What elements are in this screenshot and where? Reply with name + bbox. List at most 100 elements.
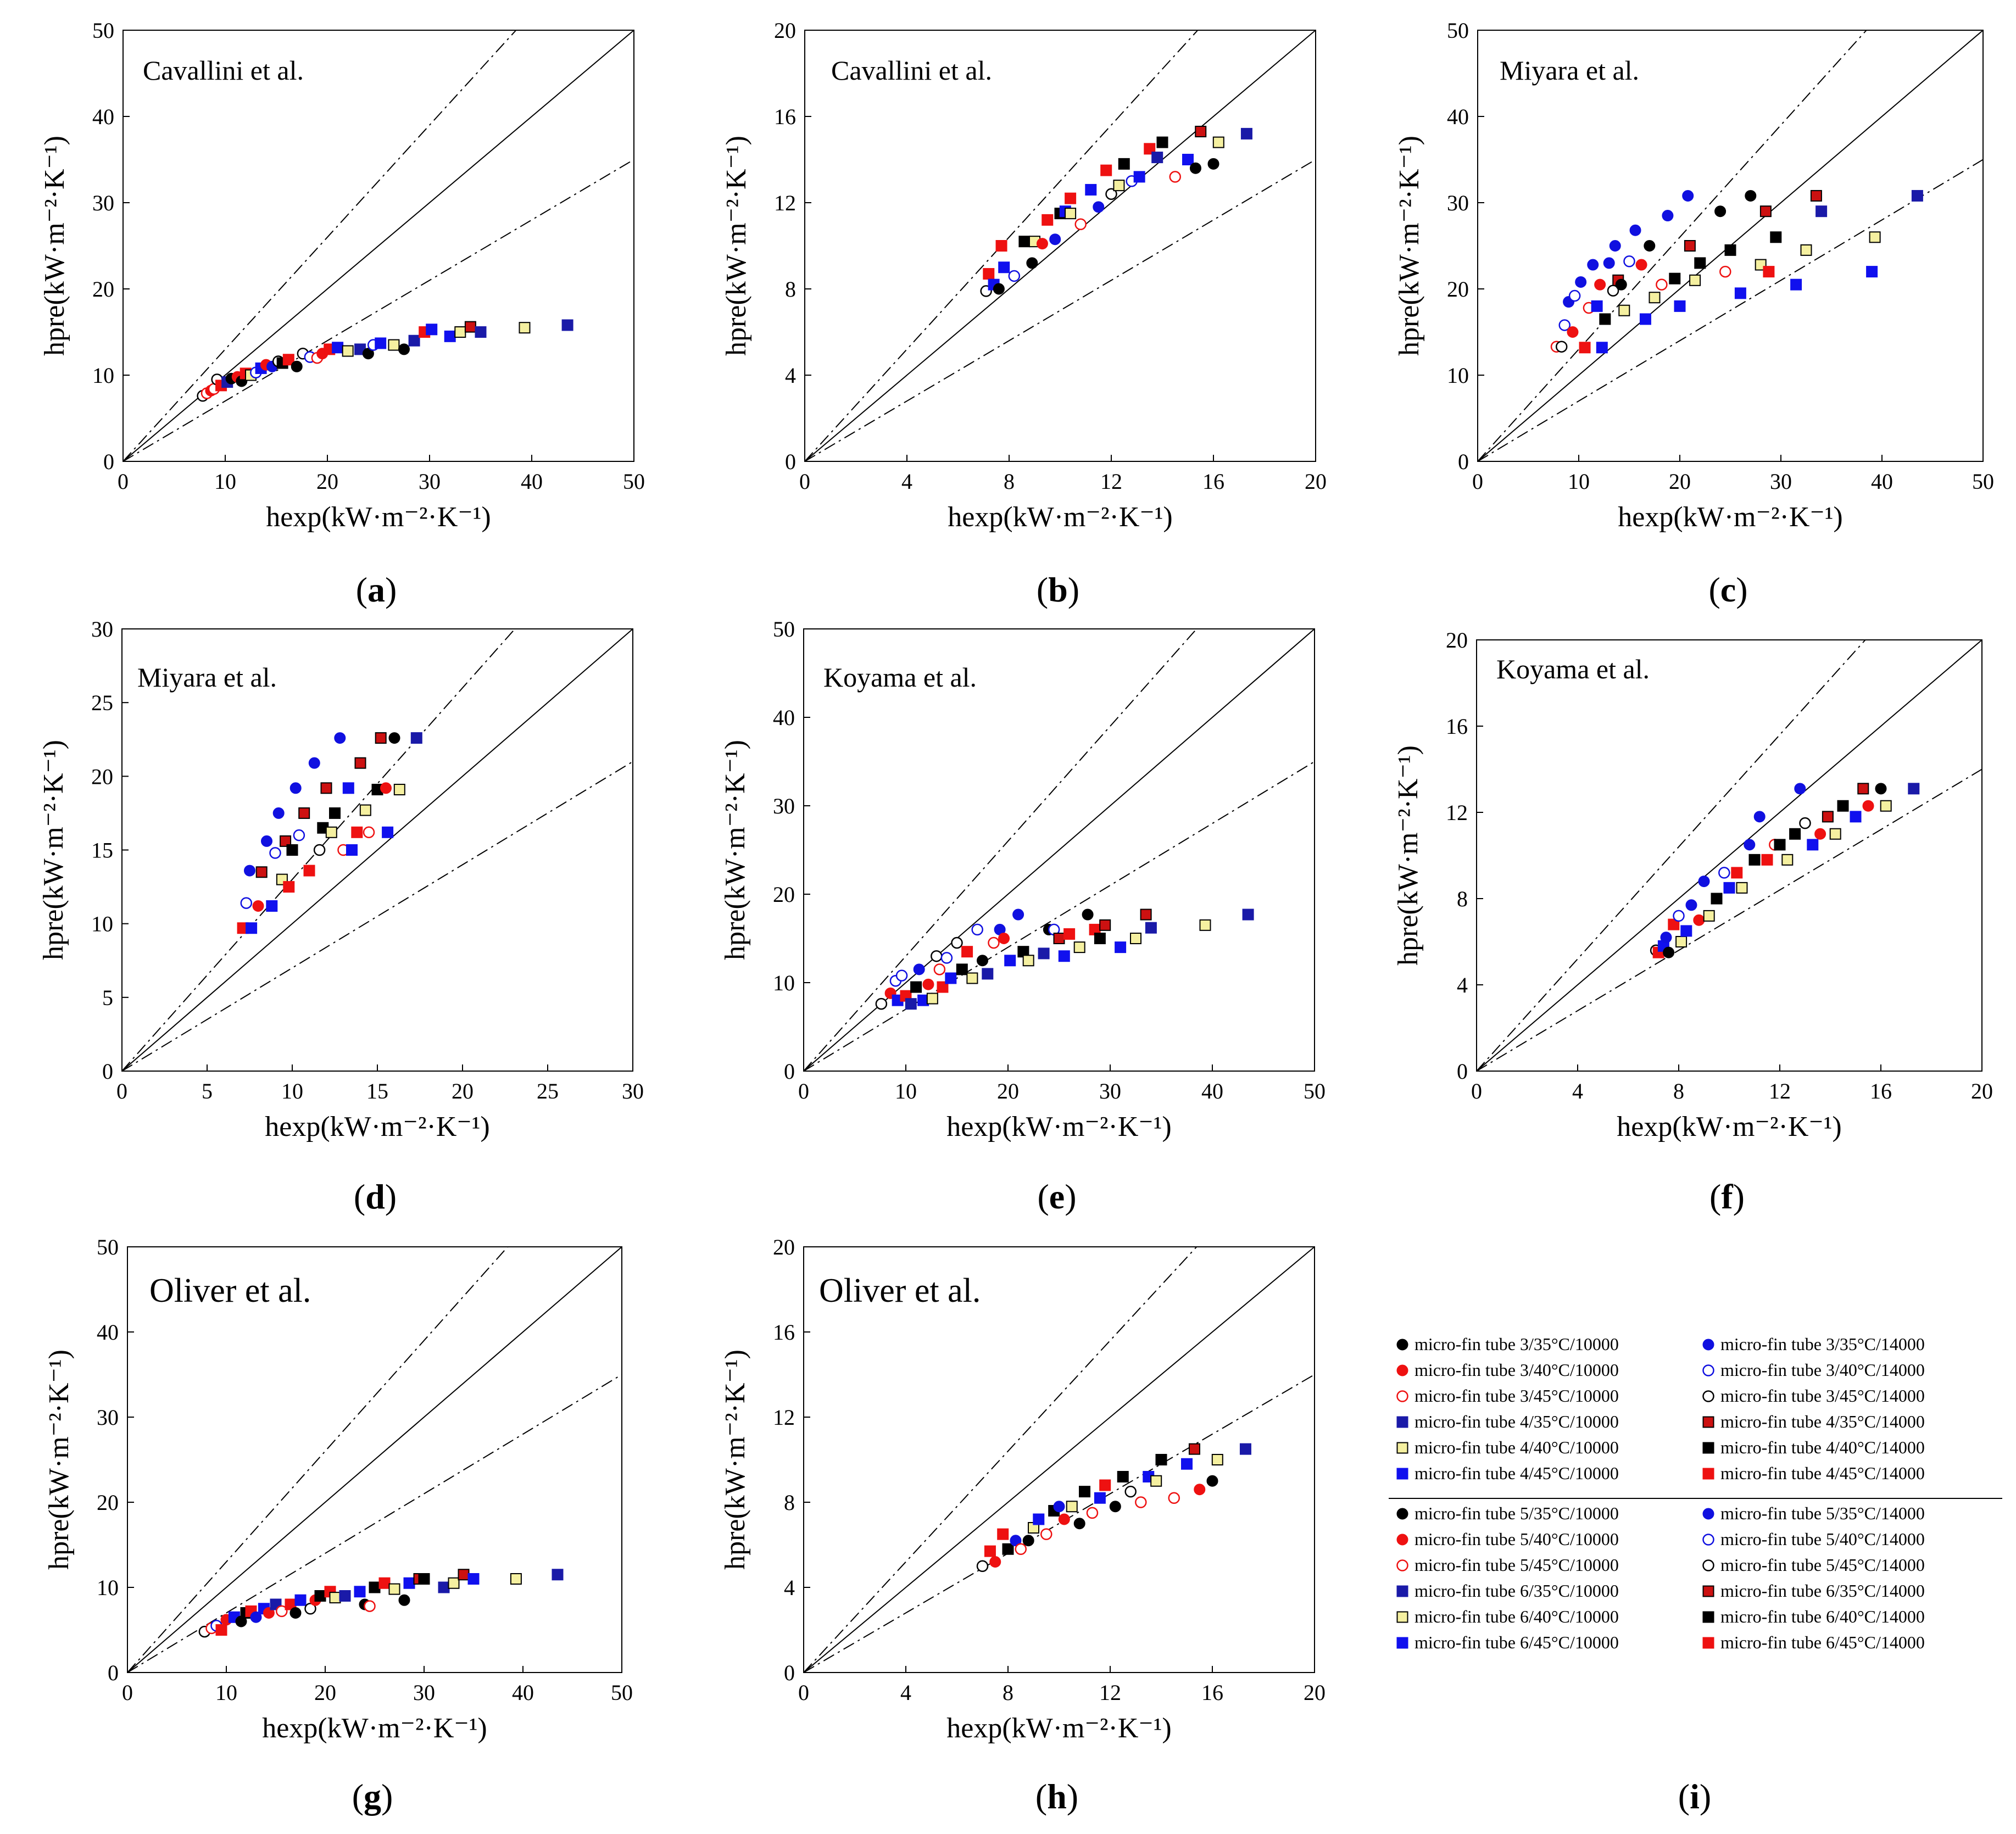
data-point bbox=[1015, 1543, 1027, 1555]
data-point bbox=[410, 732, 422, 744]
data-point bbox=[1682, 189, 1694, 202]
data-point bbox=[1789, 828, 1801, 840]
reference-lines bbox=[805, 30, 1316, 461]
data-point bbox=[910, 981, 922, 993]
data-point bbox=[1010, 1535, 1022, 1547]
data-point bbox=[951, 936, 963, 949]
chart-panel-f: 0 4 8 12 16 20 0 4 8 12 16 20 hexp(kW·m⁻²·K⁻¹) hpre(k… bbox=[1393, 628, 1993, 1216]
data-point bbox=[1093, 201, 1105, 213]
legend-label: micro-fin tube 3/45°C/14000 bbox=[1720, 1386, 1925, 1406]
data-point bbox=[1211, 1454, 1223, 1465]
data-point bbox=[1182, 154, 1194, 165]
data-point bbox=[1188, 1443, 1200, 1455]
x-tick-label: 25 bbox=[537, 1079, 559, 1103]
deviation-line bbox=[1478, 159, 1983, 461]
data-point bbox=[1033, 1513, 1045, 1525]
legend-item: micro-fin tube 3/40°C/10000 bbox=[1396, 1360, 1619, 1380]
data-point bbox=[933, 963, 946, 975]
data-point bbox=[1862, 800, 1874, 812]
data-point bbox=[926, 993, 938, 1005]
x-tick-label: 12 bbox=[1099, 1680, 1121, 1705]
data-point bbox=[444, 330, 456, 342]
data-point bbox=[1555, 341, 1568, 353]
y-tick-label: 30 bbox=[97, 1405, 119, 1430]
legend-item: micro-fin tube 5/40°C/10000 bbox=[1396, 1529, 1619, 1549]
legend-item: micro-fin tube 3/45°C/14000 bbox=[1702, 1386, 1925, 1406]
legend-label: micro-fin tube 4/45°C/14000 bbox=[1720, 1463, 1925, 1483]
data-point bbox=[1790, 278, 1802, 291]
data-point bbox=[252, 900, 264, 912]
chart-title: Miyara et al. bbox=[137, 662, 277, 693]
x-tick-label: 20 bbox=[1304, 1680, 1326, 1705]
panel-label-a: (a) bbox=[356, 570, 397, 609]
data-point bbox=[1568, 289, 1581, 302]
data-point bbox=[1049, 233, 1061, 246]
data-point bbox=[1609, 240, 1621, 252]
data-point bbox=[403, 1577, 415, 1589]
data-point bbox=[464, 321, 476, 333]
x-tick-label: 10 bbox=[281, 1079, 303, 1103]
x-tick-label: 0 bbox=[1471, 1079, 1482, 1103]
y-tick-label: 40 bbox=[773, 705, 795, 730]
data-point bbox=[989, 1556, 1001, 1568]
data-point bbox=[1674, 300, 1686, 312]
data-point bbox=[1073, 1518, 1085, 1530]
panel-label-d: (d) bbox=[354, 1177, 397, 1216]
data-point bbox=[1587, 259, 1599, 271]
data-point bbox=[1774, 839, 1786, 851]
data-point bbox=[263, 1607, 275, 1619]
data-point bbox=[956, 963, 968, 975]
data-point bbox=[1150, 1475, 1162, 1487]
data-point bbox=[362, 348, 374, 360]
x-tick-label: 50 bbox=[611, 1680, 633, 1705]
data-point bbox=[1639, 313, 1651, 325]
parity-line bbox=[1477, 640, 1982, 1071]
x-tick-label: 20 bbox=[452, 1079, 474, 1103]
data-point bbox=[375, 337, 387, 349]
x-tick-label: 16 bbox=[1201, 1680, 1223, 1705]
plot-frame bbox=[1476, 639, 1982, 1072]
parity-line bbox=[805, 30, 1316, 461]
data-point bbox=[1086, 1507, 1099, 1519]
data-point bbox=[329, 1592, 341, 1604]
chart-title: Koyama et al. bbox=[1496, 654, 1650, 684]
plot-frame bbox=[803, 628, 1315, 1072]
y-tick-label: 0 bbox=[784, 1660, 795, 1685]
legend-marker bbox=[1396, 1534, 1408, 1546]
panel-label-e-text: e bbox=[1049, 1177, 1065, 1216]
data-point bbox=[1685, 899, 1697, 911]
legend-label: micro-fin tube 6/45°C/10000 bbox=[1414, 1632, 1619, 1652]
x-tick-label: 0 bbox=[116, 1079, 127, 1103]
data-point bbox=[1082, 908, 1094, 921]
legend-item: micro-fin tube 6/45°C/14000 bbox=[1702, 1632, 1925, 1652]
data-point bbox=[1718, 867, 1730, 879]
data-point bbox=[1689, 274, 1701, 286]
legend-item: micro-fin tube 6/40°C/14000 bbox=[1702, 1607, 1925, 1626]
data-point bbox=[1022, 1535, 1034, 1547]
legend-label: micro-fin tube 5/35°C/10000 bbox=[1414, 1503, 1619, 1523]
data-point bbox=[1036, 238, 1048, 250]
panel-label-h: (h) bbox=[1035, 1777, 1078, 1816]
data-point bbox=[246, 922, 258, 934]
data-point bbox=[1079, 1486, 1090, 1498]
deviation-line bbox=[1477, 768, 1982, 1071]
data-point bbox=[1794, 783, 1806, 795]
y-tick-label: 20 bbox=[97, 1490, 119, 1515]
data-point bbox=[1558, 319, 1571, 331]
data-points bbox=[980, 125, 1252, 297]
data-point bbox=[1669, 272, 1681, 285]
data-points bbox=[976, 1443, 1251, 1572]
x-tick-label: 30 bbox=[419, 469, 441, 494]
data-point bbox=[378, 1577, 391, 1589]
legend-item: micro-fin tube 4/35°C/14000 bbox=[1702, 1412, 1925, 1431]
data-point bbox=[1714, 205, 1727, 218]
deviation-line bbox=[122, 761, 633, 1071]
data-point bbox=[1207, 158, 1219, 170]
legend-label: micro-fin tube 3/40°C/14000 bbox=[1720, 1360, 1925, 1380]
panel-label-d-text: d bbox=[365, 1177, 385, 1216]
data-point bbox=[1145, 922, 1157, 934]
data-point bbox=[1711, 893, 1723, 905]
y-tick-label: 20 bbox=[1446, 628, 1468, 653]
data-point bbox=[382, 826, 394, 838]
data-point bbox=[1663, 946, 1675, 958]
